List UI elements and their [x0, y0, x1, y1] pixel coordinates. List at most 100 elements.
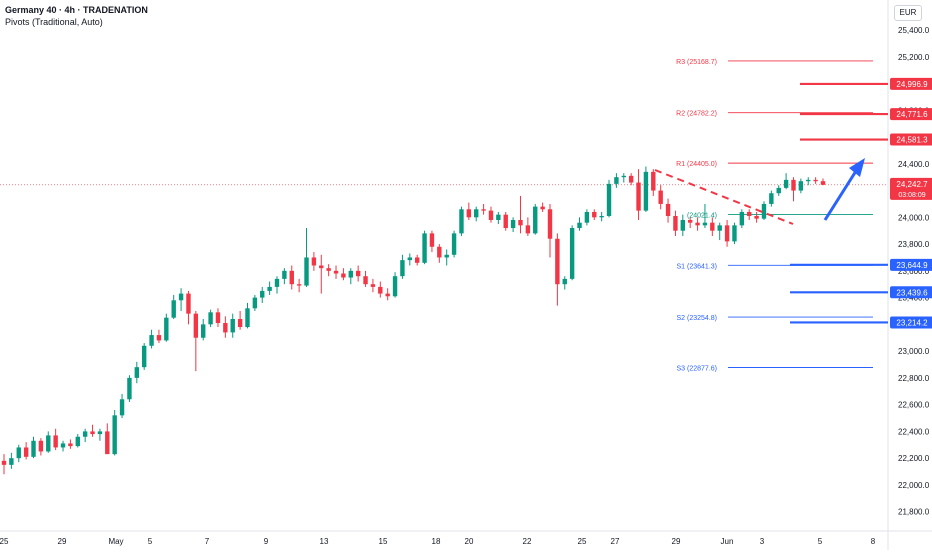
candle-body — [333, 270, 339, 274]
candle-body — [592, 211, 597, 218]
candle-body — [769, 193, 774, 204]
candle-body — [82, 431, 88, 437]
x-tick-label: 22 — [523, 537, 532, 546]
candle-body — [687, 219, 693, 223]
x-tick-label: Jun — [721, 537, 734, 546]
candle-body — [127, 377, 132, 400]
candle-body — [791, 179, 796, 191]
candle-body — [732, 225, 737, 242]
candle-body — [577, 222, 582, 229]
candle-body — [105, 431, 110, 455]
candle-body — [555, 238, 560, 285]
candle-body — [680, 219, 686, 231]
candle-body — [806, 179, 811, 182]
key-level-label: 24,581.3 — [896, 136, 928, 145]
candle-body — [112, 415, 117, 455]
candle-body — [38, 440, 44, 452]
candle-body — [414, 257, 420, 263]
x-tick-label: 25 — [0, 537, 9, 546]
last-price-tag — [890, 177, 932, 200]
candle-body — [370, 284, 376, 287]
key-level-label: 23,644.9 — [896, 261, 928, 270]
x-tick-label: 5 — [818, 537, 823, 546]
candle-body — [429, 233, 435, 247]
candle-body — [444, 254, 449, 258]
candle-body — [606, 183, 612, 216]
candle-body — [215, 312, 221, 324]
candle-body — [90, 431, 95, 435]
candle-body — [348, 270, 353, 278]
candle-body — [260, 290, 265, 298]
candle-body — [702, 222, 708, 226]
candle-body — [717, 225, 722, 231]
candle-body — [68, 443, 73, 447]
candle-body — [156, 335, 162, 341]
candle-body — [621, 175, 626, 178]
falling-trendline — [654, 169, 794, 225]
candle-body — [186, 293, 191, 314]
key-level-tag — [890, 77, 932, 90]
x-tick-label: 3 — [760, 537, 765, 546]
candle-body — [75, 436, 80, 447]
y-tick-label: 24,000.0 — [898, 213, 930, 222]
candle-body — [614, 177, 619, 184]
candle-body — [658, 190, 663, 204]
last-price-label: 24,242.7 — [896, 180, 928, 189]
x-tick-label: 25 — [578, 537, 587, 546]
x-tick-label: 29 — [58, 537, 67, 546]
pivot-label: S1 (23641.3) — [677, 263, 717, 270]
candle-body — [60, 443, 66, 448]
candle-body — [16, 447, 21, 459]
candle-body — [392, 276, 398, 297]
candle-body — [651, 171, 656, 191]
candle-body — [437, 246, 442, 258]
x-tick-label: May — [108, 537, 123, 546]
candle-body — [488, 210, 494, 220]
candle-body — [400, 260, 405, 277]
symbol-title: Germany 40 · 4h · TRADENATION — [5, 5, 148, 15]
candle-body — [31, 440, 36, 457]
x-tick-label: 29 — [672, 537, 681, 546]
x-tick-label: 27 — [611, 537, 620, 546]
candle-body — [355, 270, 361, 277]
candle-body — [341, 273, 346, 278]
candle-body — [761, 203, 767, 219]
x-tick-label: 7 — [205, 537, 210, 546]
candle-body — [643, 171, 649, 211]
currency-label[interactable]: EUR — [894, 5, 922, 21]
bullish-arrow-head — [849, 158, 865, 177]
candle-body — [326, 268, 331, 271]
key-level-label: 23,439.6 — [896, 288, 928, 297]
key-level-tag — [890, 108, 932, 121]
x-tick-label: 5 — [148, 537, 153, 546]
key-level-tag — [890, 286, 932, 299]
candle-body — [459, 209, 464, 234]
candle-body — [599, 215, 604, 218]
candle-body — [193, 313, 199, 338]
key-level-tag — [890, 258, 932, 271]
candle-body — [245, 308, 250, 328]
pivot-label: S3 (22877.6) — [677, 365, 717, 372]
y-tick-label: 23,600.0 — [898, 267, 930, 276]
candle-body — [724, 225, 730, 242]
x-tick-label: 9 — [264, 537, 269, 546]
key-level-label: 23,214.2 — [896, 318, 928, 327]
y-tick-label: 22,200.0 — [898, 454, 930, 463]
indicator-legend[interactable]: Pivots (Traditional, Auto) — [5, 17, 103, 27]
x-tick-label: 20 — [465, 537, 474, 546]
candle-body — [134, 367, 140, 378]
bullish-arrow-shaft — [823, 170, 858, 221]
candle-body — [628, 175, 634, 183]
candle-body — [385, 293, 390, 297]
candle-body — [798, 181, 804, 191]
candle-body — [289, 270, 294, 285]
y-tick-label: 23,000.0 — [898, 347, 930, 356]
candle-body — [149, 335, 154, 346]
candle-body — [562, 278, 567, 285]
candle-body — [776, 187, 781, 194]
candle-body — [407, 257, 413, 261]
candle-body — [319, 265, 324, 269]
candle-body — [23, 447, 29, 457]
